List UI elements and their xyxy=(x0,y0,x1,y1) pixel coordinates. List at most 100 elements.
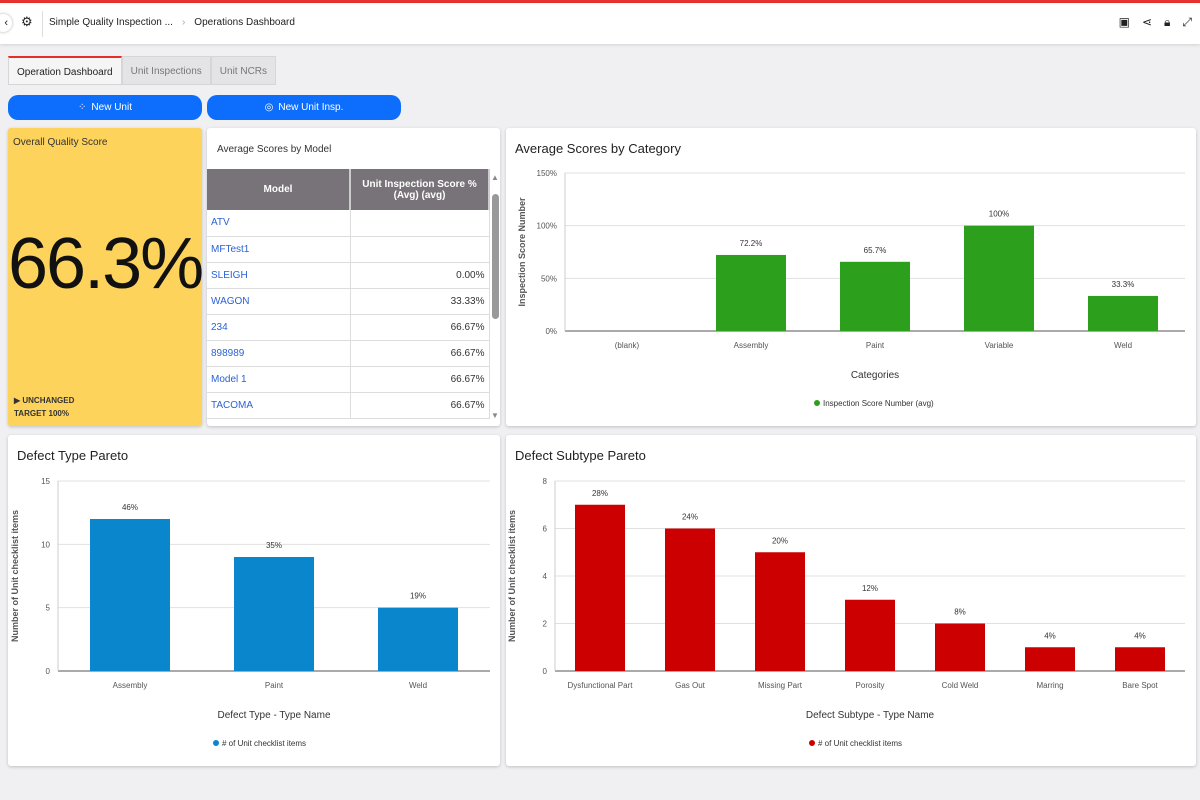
data-label: 72.2% xyxy=(740,239,763,248)
tab-unit-inspections[interactable]: Unit Inspections xyxy=(121,56,211,85)
x-tick-label: Porosity xyxy=(856,681,885,690)
score-title: Overall Quality Score xyxy=(13,137,108,148)
y-tick-label: 10 xyxy=(41,540,50,549)
fullscreen-icon[interactable]: ⤢ xyxy=(1182,15,1192,29)
score-cell: 0.00% xyxy=(350,262,490,289)
x-tick-label: Dysfunctional Part xyxy=(568,681,634,690)
legend-marker xyxy=(809,740,815,746)
bar xyxy=(1025,647,1075,671)
new-unit-label: New Unit xyxy=(91,102,132,113)
avg-scores-by-category-panel: Average Scores by Category 0% 50% 100% 150%… xyxy=(506,128,1196,426)
score-cell xyxy=(350,210,490,237)
defect-subtype-bar-chart: 0 2 4 6 8 Dysfunctional Part 28% Gas Out 24% Miss… xyxy=(507,477,1185,748)
y-axis-title: Inspection Score Number xyxy=(517,197,527,307)
defect-type-pareto-panel: Defect Type Pareto 0 5 10 15 Assembly 46% Pain… xyxy=(8,435,500,766)
table-row[interactable]: TACOMA 66.67% xyxy=(207,392,490,419)
table-row[interactable]: Model 1 66.67% xyxy=(207,366,490,393)
score-cell xyxy=(350,236,490,263)
category-bar-chart: 0% 50% 100% 150% (blank) Assembly 72.2% Paint 65… xyxy=(517,169,1185,408)
table-row[interactable]: WAGON 33.33% xyxy=(207,288,490,315)
legend-label: # of Unit checklist items xyxy=(818,739,902,748)
y-tick-label: 50% xyxy=(541,274,557,283)
column-header-model[interactable]: Model xyxy=(207,169,351,210)
new-unit-insp-button[interactable]: ◎ New Unit Insp. xyxy=(207,95,401,120)
x-tick-label: Assembly xyxy=(734,341,769,350)
x-axis-title: Categories xyxy=(851,370,899,381)
tab-unit-ncrs[interactable]: Unit NCRs xyxy=(210,56,277,85)
model-link[interactable]: WAGON xyxy=(207,288,351,315)
divider xyxy=(42,11,43,37)
bar xyxy=(1088,295,1158,331)
data-label: 33.3% xyxy=(1112,280,1135,289)
bar xyxy=(845,599,895,671)
y-axis-title: Number of Unit checklist items xyxy=(10,510,20,642)
score-cell: 66.67% xyxy=(350,392,490,419)
model-link[interactable]: SLEIGH xyxy=(207,262,351,289)
overall-quality-score-card: Overall Quality Score 66.3% ▶ UNCHANGED … xyxy=(8,128,202,426)
model-link[interactable]: 234 xyxy=(207,314,351,341)
collapse-sidebar-button[interactable]: ‹ xyxy=(0,14,12,32)
scrollbar-thumb[interactable] xyxy=(492,194,499,319)
defect-type-bar-chart: 0 5 10 15 Assembly 46% Paint 35% Weld 19% Defect T… xyxy=(10,477,490,748)
x-tick-label: Paint xyxy=(866,341,885,350)
table-row[interactable]: MFTest1 xyxy=(207,236,490,263)
apps-icon: ⁘ xyxy=(78,102,87,113)
data-label: 4% xyxy=(1044,631,1056,640)
model-link[interactable]: 898989 xyxy=(207,340,351,367)
bar xyxy=(234,557,314,671)
breadcrumb-app[interactable]: Simple Quality Inspection ... xyxy=(49,17,173,28)
x-tick-label: Paint xyxy=(265,681,284,690)
model-scores-table: Model Unit Inspection Score % (Avg) (avg)… xyxy=(207,169,490,419)
y-tick-label: 150% xyxy=(537,169,557,178)
share-icon[interactable]: ⋖ xyxy=(1141,15,1152,29)
scroll-up-icon[interactable]: ▲ xyxy=(491,173,499,182)
model-link[interactable]: TACOMA xyxy=(207,392,351,419)
model-link[interactable]: MFTest1 xyxy=(207,236,351,263)
bar xyxy=(1115,647,1165,671)
model-link[interactable]: ATV xyxy=(207,210,351,237)
y-tick-label: 15 xyxy=(41,477,50,486)
y-axis-title: Number of Unit checklist items xyxy=(507,510,517,642)
new-unit-button[interactable]: ⁘ New Unit xyxy=(8,95,202,120)
table-scrollbar[interactable]: ▲ ▼ xyxy=(491,169,500,426)
score-value: 66.3% xyxy=(8,224,202,304)
scroll-down-icon[interactable]: ▼ xyxy=(491,411,499,420)
bar xyxy=(378,607,458,671)
legend-marker xyxy=(814,400,820,406)
table-row[interactable]: 898989 66.67% xyxy=(207,340,490,367)
tab-operation-dashboard[interactable]: Operation Dashboard xyxy=(8,56,122,85)
chart-title: Average Scores by Category xyxy=(515,141,681,156)
data-label: 35% xyxy=(266,541,282,550)
y-tick-label: 0 xyxy=(543,667,548,676)
table-row[interactable]: SLEIGH 0.00% xyxy=(207,262,490,289)
data-label: 46% xyxy=(122,503,138,512)
y-tick-label: 4 xyxy=(543,572,548,581)
bar xyxy=(575,504,625,671)
new-unit-insp-label: New Unit Insp. xyxy=(278,102,344,113)
bar xyxy=(935,623,985,671)
x-tick-label: Weld xyxy=(1114,341,1132,350)
score-target: TARGET 100% xyxy=(14,409,69,418)
score-cell: 66.67% xyxy=(350,366,490,393)
model-link[interactable]: Model 1 xyxy=(207,366,351,393)
data-label: 4% xyxy=(1134,631,1146,640)
inspect-icon: ◎ xyxy=(264,102,274,113)
x-tick-label: (blank) xyxy=(615,341,640,350)
data-label: 12% xyxy=(862,584,878,593)
table-row[interactable]: 234 66.67% xyxy=(207,314,490,341)
x-tick-label: Missing Part xyxy=(758,681,803,690)
x-tick-label: Variable xyxy=(985,341,1014,350)
presentation-icon[interactable]: ▣ xyxy=(1118,15,1130,29)
data-label: 28% xyxy=(592,489,608,498)
breadcrumb: Simple Quality Inspection ... › Operatio… xyxy=(49,17,295,28)
data-label: 20% xyxy=(772,536,788,545)
lock-icon[interactable]: 🔒︎ xyxy=(1164,15,1171,29)
x-tick-label: Gas Out xyxy=(675,681,706,690)
column-header-score[interactable]: Unit Inspection Score % (Avg) (avg) xyxy=(350,169,490,210)
legend-label: Inspection Score Number (avg) xyxy=(823,399,934,408)
gear-icon[interactable]: ⚙ xyxy=(21,14,33,29)
table-row[interactable]: ATV xyxy=(207,210,490,237)
x-tick-label: Assembly xyxy=(113,681,148,690)
tab-bar: Operation Dashboard Unit Inspections Uni… xyxy=(8,56,277,85)
x-tick-label: Marring xyxy=(1036,681,1063,690)
